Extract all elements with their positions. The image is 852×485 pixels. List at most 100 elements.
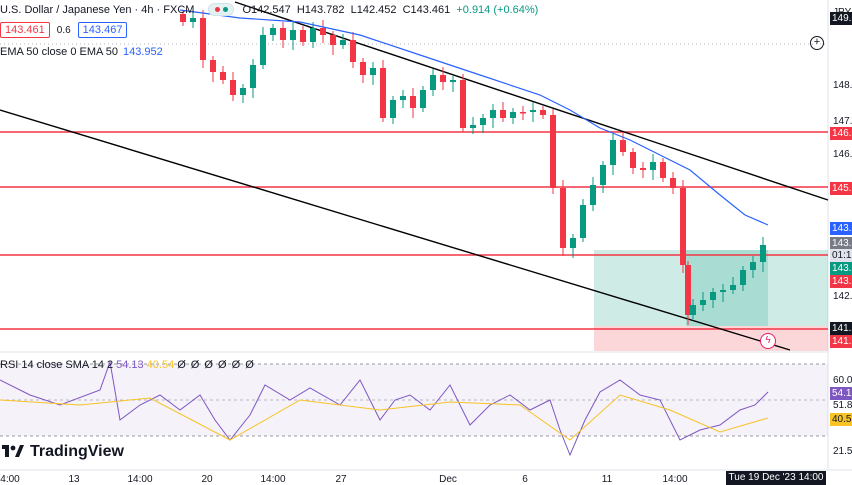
ema-value: 143.952 xyxy=(123,46,163,58)
time-axis-label: 14:00 xyxy=(662,474,688,485)
lightning-alert-icon[interactable]: ϟ xyxy=(760,333,776,349)
open-value: O142.547 xyxy=(242,3,291,16)
buy-button[interactable]: 143.467 xyxy=(77,22,128,38)
candle-body xyxy=(430,75,436,90)
change-value: +0.914 (+0.64%) xyxy=(456,3,539,16)
time-axis-label: 27 xyxy=(335,474,347,485)
time-axis-label: 14:00 xyxy=(127,474,153,485)
tradingview-logo[interactable]: TradingView xyxy=(2,443,124,461)
high-value: H143.782 xyxy=(296,3,345,16)
candle-body xyxy=(670,178,676,188)
position-profit-zone xyxy=(594,250,828,326)
candle-body xyxy=(570,238,576,248)
candle-body xyxy=(620,140,626,152)
rsi-axis-label: 54.1 xyxy=(830,387,852,400)
price-axis-label: 145. xyxy=(830,182,852,195)
candle-body xyxy=(660,162,666,178)
symbol-legend[interactable]: U.S. Dollar / Japanese Yen · 4h · FXCM O… xyxy=(0,3,541,16)
rsi-ma-line xyxy=(0,394,769,441)
time-axis-label: Dec xyxy=(439,474,457,485)
rsi-axis-label: 51.8 xyxy=(833,400,852,411)
low-value: L142.452 xyxy=(350,3,397,16)
logo-text: TradingView xyxy=(30,443,124,460)
candle-body xyxy=(540,110,546,115)
plus-circle-icon[interactable]: + xyxy=(810,36,824,50)
candle-body xyxy=(730,285,736,290)
rsi-legend[interactable]: RSI 14 close SMA 14 2 54.13 40.54 Ø Ø Ø … xyxy=(0,359,255,371)
candle-body xyxy=(240,88,246,95)
candle-body xyxy=(290,30,296,40)
candle-body xyxy=(510,112,516,118)
candle-body xyxy=(330,35,336,45)
rsi-label[interactable]: RSI 14 close SMA 14 2 xyxy=(0,359,114,371)
candle-body xyxy=(360,62,366,75)
candle-body xyxy=(680,188,686,265)
ema-line xyxy=(179,9,769,226)
price-axis-label: 142. xyxy=(833,291,852,302)
price-axis-label: 143. xyxy=(830,262,852,275)
position-loss-zone xyxy=(594,326,828,351)
sell-button[interactable]: 143.461 xyxy=(0,22,50,38)
price-axis-label: 148. xyxy=(833,80,852,91)
candle-body xyxy=(690,305,696,315)
price-axis-label: 143. xyxy=(830,237,852,250)
trendline-lower xyxy=(0,109,791,351)
close-value: C143.461 xyxy=(402,3,451,16)
rsi-line xyxy=(0,360,769,457)
candle-body xyxy=(200,18,206,60)
candle-body xyxy=(300,30,306,42)
price-axis-label: 146. xyxy=(833,149,852,160)
candle-body xyxy=(740,270,746,285)
candle-body xyxy=(600,165,606,185)
candle-body xyxy=(420,90,426,108)
time-axis-label: 20 xyxy=(201,474,213,485)
candle-body xyxy=(750,262,756,270)
ohlc-values: O142.547 H143.782 L142.452 C143.461 +0.9… xyxy=(242,4,541,16)
rsi-axis-label: 40.5 xyxy=(830,413,852,426)
candle-body xyxy=(270,28,276,35)
candle-body xyxy=(760,245,766,262)
candle-body xyxy=(580,205,586,238)
time-axis-label: 6 xyxy=(522,474,528,485)
rsi-extra-values: Ø Ø Ø Ø Ø Ø xyxy=(177,359,255,371)
candle-body xyxy=(410,96,416,108)
candle-body xyxy=(250,65,256,88)
symbol-title[interactable]: U.S. Dollar / Japanese Yen · 4h · FXCM xyxy=(0,3,195,16)
candle-body xyxy=(380,68,386,118)
spread-value: 0.6 xyxy=(56,24,71,36)
candle-body xyxy=(340,40,346,45)
candle-body xyxy=(320,28,326,35)
ema-legend[interactable]: EMA 50 close 0 EMA 50 143.952 xyxy=(0,46,163,58)
price-axis-label: 141. xyxy=(830,322,852,335)
candle-body xyxy=(610,140,616,165)
time-axis-label: 4:00 xyxy=(0,474,20,485)
rsi-axis-label: 21.5 xyxy=(833,446,852,457)
candle-body xyxy=(260,35,266,65)
candle-body xyxy=(180,14,186,22)
time-axis-label: 13 xyxy=(68,474,80,485)
rsi-ma-value: 40.54 xyxy=(146,359,175,371)
market-status-icon xyxy=(208,3,235,16)
crosshair-time-label: Tue 19 Dec '23 14:00 xyxy=(726,471,826,485)
candle-body xyxy=(450,80,456,82)
candle-body xyxy=(310,28,316,42)
tradingview-logo-icon xyxy=(2,443,24,461)
candle-body xyxy=(640,168,646,170)
candle-body xyxy=(280,28,286,40)
candle-body xyxy=(400,96,406,100)
candle-body xyxy=(190,18,196,22)
candle-body xyxy=(520,112,526,114)
time-axis-label: 14:00 xyxy=(260,474,286,485)
candle-body xyxy=(700,300,706,305)
candle-body xyxy=(230,80,236,95)
candle-body xyxy=(480,118,486,125)
time-axis-label: 11 xyxy=(601,474,613,485)
candle-body xyxy=(500,110,506,118)
candle-body xyxy=(720,290,726,292)
price-axis-label: 146. xyxy=(830,127,852,140)
candle-body xyxy=(490,110,496,118)
candle-body xyxy=(590,185,596,205)
ema-label[interactable]: EMA 50 close 0 EMA 50 xyxy=(0,46,119,58)
